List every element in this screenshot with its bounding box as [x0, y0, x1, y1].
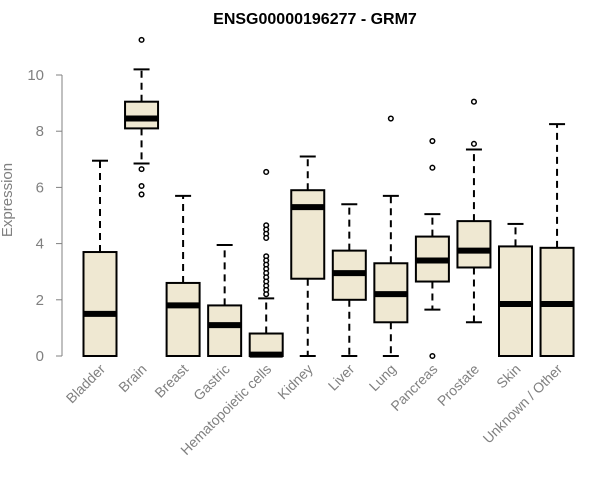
box-kidney [290, 155, 326, 357]
outlier-point [263, 168, 270, 175]
x-tick-label: Bladder [63, 361, 109, 407]
box-skin [498, 222, 533, 357]
x-tick-label: Unknown / Other [480, 361, 566, 447]
outlier-point [429, 164, 436, 171]
outlier-point [387, 115, 394, 122]
chart-title: ENSG00000196277 - GRM7 [213, 11, 417, 28]
x-tick-label: Kidney [274, 361, 316, 403]
y-tick-label: 4 [36, 236, 44, 253]
y-axis: 0 2 4 6 8 10 [27, 67, 63, 365]
box-breast [165, 194, 201, 357]
outlier-point [470, 98, 478, 105]
box-gastric [207, 244, 243, 358]
outlier-point [263, 234, 270, 242]
outlier-point [263, 291, 270, 298]
x-tick-label: Breast [151, 361, 191, 401]
box-unknown-other [539, 123, 575, 357]
y-tick-label: 8 [36, 123, 44, 140]
boxes-group [82, 36, 575, 360]
outlier-point [470, 140, 478, 147]
y-tick-label: 2 [36, 292, 44, 309]
outlier-point [138, 166, 145, 173]
box-body [207, 304, 243, 358]
x-tick-label: Liver [325, 361, 358, 394]
outlier-point [138, 182, 145, 190]
y-axis-label: Expression [0, 163, 16, 237]
box-body [456, 220, 492, 269]
box-hematopoietic-cells [248, 168, 284, 358]
y-tick-label: 10 [27, 67, 44, 84]
box-lung [373, 115, 409, 357]
box-pancreas [414, 137, 450, 360]
x-tick-label: Brain [115, 361, 149, 395]
outlier-point [138, 191, 145, 198]
y-tick-label: 0 [36, 348, 44, 365]
x-tick-label: Lung [366, 361, 399, 394]
box-liver [331, 203, 367, 357]
box-body [82, 251, 118, 357]
box-brain [124, 36, 160, 198]
box-body [290, 189, 326, 280]
box-body [165, 281, 201, 357]
y-tick-label: 6 [36, 179, 44, 196]
box-body [124, 100, 160, 130]
x-tick-label: Prostate [434, 361, 482, 409]
outlier-point [429, 137, 436, 145]
box-bladder [82, 159, 118, 357]
x-tick-label: Skin [493, 361, 524, 392]
outlier-point [138, 36, 145, 43]
outlier-point [429, 352, 436, 360]
box-prostate [456, 98, 492, 324]
